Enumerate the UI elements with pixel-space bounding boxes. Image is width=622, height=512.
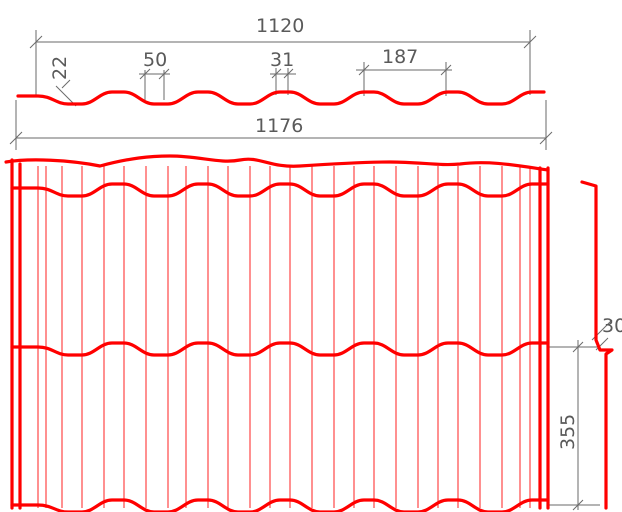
sheet-step-row-2 bbox=[10, 341, 550, 357]
dim-30-label: 30 bbox=[602, 315, 622, 337]
tile-side-profile bbox=[580, 180, 614, 510]
tile-sheet bbox=[4, 154, 550, 512]
tile-cross-section-profile bbox=[16, 90, 546, 106]
dim-31-label: 31 bbox=[270, 49, 294, 71]
sheet-ribs bbox=[37, 166, 531, 508]
sheet-step-row-1 bbox=[10, 182, 550, 198]
dimension-labels: 1120 1176 22 50 31 187 355 30 bbox=[49, 15, 622, 450]
sheet-top-edge bbox=[4, 154, 550, 172]
dim-50-label: 50 bbox=[143, 49, 167, 71]
dimension-lines bbox=[9, 30, 613, 511]
dim-1176-label: 1176 bbox=[255, 115, 303, 137]
dim-187-label: 187 bbox=[382, 46, 418, 68]
dim-355-label: 355 bbox=[557, 414, 579, 450]
sheet-bottom-edge bbox=[10, 498, 550, 512]
dim-1120-label: 1120 bbox=[256, 15, 304, 37]
dim-22-label: 22 bbox=[49, 56, 71, 80]
